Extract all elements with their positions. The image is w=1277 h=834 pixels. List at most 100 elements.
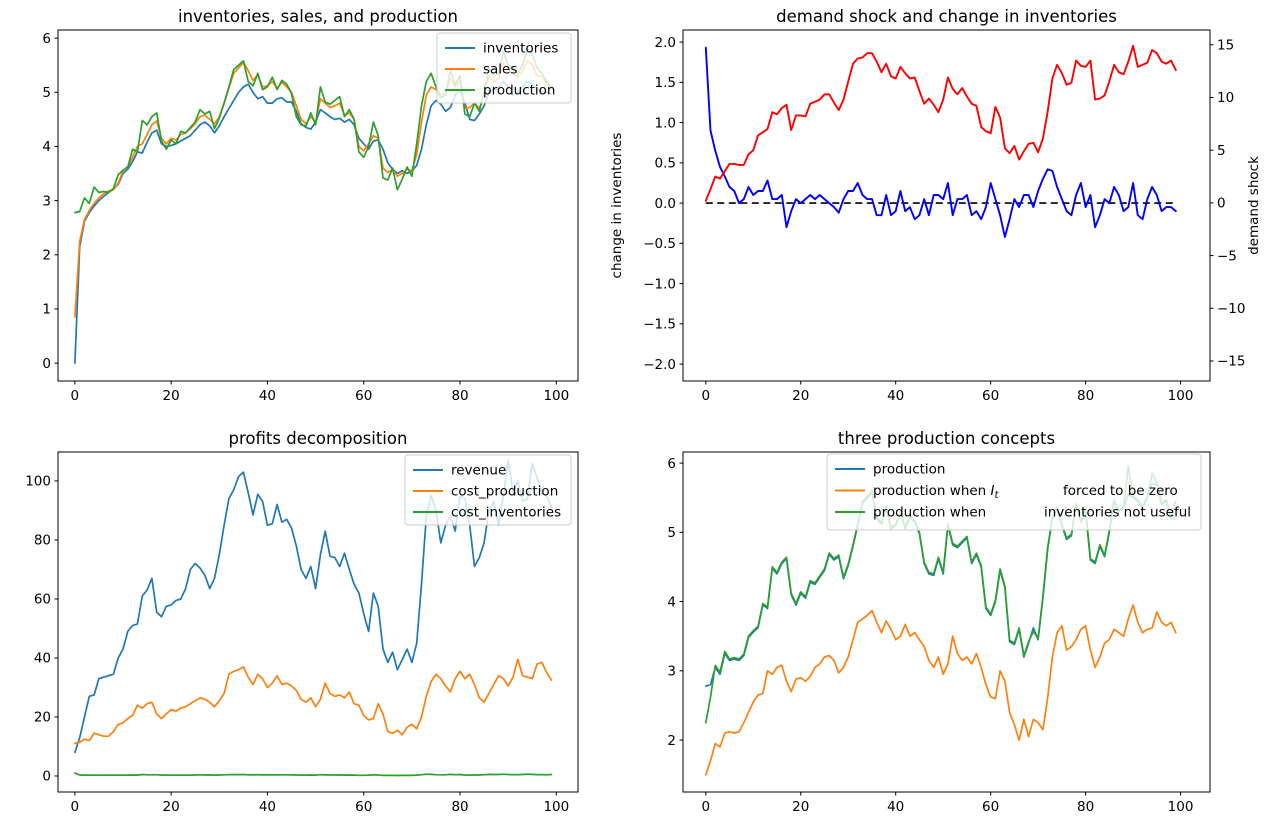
x-tick-label: 20 (792, 799, 809, 815)
y-tick-label: 1 (42, 302, 51, 318)
legend-label: sales (483, 62, 517, 78)
y-tick-label: 40 (34, 651, 51, 667)
legend-label: cost_inventories (451, 505, 561, 521)
y-tick-label: 20 (34, 710, 51, 726)
x-tick-label: 100 (1168, 388, 1194, 404)
y-tick-label: 1.0 (655, 115, 676, 131)
y-tick-label-right: 5 (1217, 143, 1226, 159)
x-tick-label: 80 (1077, 799, 1094, 815)
x-tick-label: 0 (701, 388, 710, 404)
legend: production production when It forced to be… (826, 453, 1202, 531)
y-tick-label: −2.0 (643, 357, 676, 373)
x-tick-label: 60 (982, 799, 999, 815)
legend-label: inventories (483, 41, 558, 57)
line-production-when-inventories-not-useful (704, 465, 1177, 724)
x-tick-label: 100 (543, 388, 569, 404)
line-revenue (74, 459, 553, 754)
subplot-profits-decomposition: 0 20 40 60 80 100 0 20 40 60 80 100 profits decompos… (25, 429, 579, 815)
subplot-inventories-sales-production: 0 20 40 60 80 100 0 1 2 3 4 5 6 inventories, sales, a… (42, 7, 579, 404)
y-tick-label: 80 (34, 533, 51, 549)
legend-label: production (483, 83, 556, 99)
y-tick-label: 0 (42, 356, 51, 372)
x-tick-label: 40 (887, 799, 904, 815)
chart-title: profits decomposition (229, 429, 408, 448)
x-tick-label: 0 (71, 388, 80, 404)
x-tick-label: 40 (259, 799, 276, 815)
x-tick-label: 20 (163, 388, 180, 404)
y-tick-label: 4 (42, 139, 51, 155)
y-tick-label: 4 (667, 594, 676, 610)
y-tick-label: 5 (42, 85, 51, 101)
legend-label: production when inventories not useful (873, 505, 1191, 521)
x-tick-label: 100 (543, 799, 569, 815)
x-tick-label: 60 (355, 388, 372, 404)
x-tick-label: 0 (701, 799, 710, 815)
axes-frame (57, 451, 579, 793)
y-tick-label: −0.5 (643, 236, 676, 252)
y-tick-label: 2 (42, 247, 51, 263)
legend: inventories sales production (436, 32, 572, 104)
line-change-in-inventories (704, 46, 1177, 238)
x-tick-label: 60 (355, 799, 372, 815)
y-tick-label: 2 (667, 733, 676, 749)
y-tick-label-right: 15 (1217, 37, 1234, 53)
plot-area (74, 459, 553, 777)
y-tick-label: 2.0 (655, 35, 676, 51)
y-tick-label-right: 10 (1217, 90, 1234, 106)
y-tick-label: 6 (667, 456, 676, 472)
axes-frame (682, 29, 1211, 382)
line-cost-production (74, 658, 553, 745)
y-tick-label-right: −15 (1217, 354, 1246, 370)
y-tick-label: −1.5 (643, 317, 676, 333)
subplot-three-production-concepts: 0 20 40 60 80 100 2 3 4 5 6 three production concep… (667, 429, 1211, 815)
y-tick-label: 100 (25, 474, 51, 490)
y-tick-label: 1.5 (655, 75, 676, 91)
plot-area (704, 465, 1177, 776)
chart-title: inventories, sales, and production (178, 7, 458, 26)
y-tick-label: −1.0 (643, 276, 676, 292)
axes-frame (57, 29, 579, 382)
y-axis-label-right: demand shock (1246, 156, 1262, 255)
subplot-demand-shock-and-change-in-inventories: 0 20 40 60 80 100−2.0−1.5−1.0−0.50.00.51.01.5… (609, 7, 1262, 404)
x-tick-label: 80 (1077, 388, 1094, 404)
x-tick-label: 40 (259, 388, 276, 404)
line-inventories (74, 80, 553, 364)
y-tick-label: 0 (42, 769, 51, 785)
x-tick-label: 60 (982, 388, 999, 404)
y-tick-label: 5 (667, 525, 676, 541)
y-axis-label: change in inventories (609, 133, 625, 279)
x-tick-label: 100 (1168, 799, 1194, 815)
line-production-when-it-forced-to-be-zero (704, 604, 1177, 776)
y-tick-label: 3 (42, 193, 51, 209)
plot-area (74, 48, 553, 364)
line-production (74, 48, 553, 214)
legend-label: production when It forced to be zero (873, 483, 1178, 501)
y-tick-label: 60 (34, 592, 51, 608)
legend-label: cost_production (451, 484, 558, 500)
x-tick-label: 20 (792, 388, 809, 404)
x-tick-label: 20 (163, 799, 180, 815)
x-tick-label: 80 (451, 799, 468, 815)
x-tick-label: 0 (71, 799, 80, 815)
y-tick-label: 0.5 (655, 156, 676, 172)
x-tick-label: 40 (887, 388, 904, 404)
y-tick-label: 0.0 (655, 196, 676, 212)
y-tick-label-right: 0 (1217, 196, 1226, 212)
legend-label: production (873, 462, 946, 478)
legend: revenue cost_production cost_inventories (404, 454, 572, 526)
chart-title: three production concepts (838, 429, 1055, 448)
y-tick-label-right: −5 (1217, 248, 1237, 264)
y-tick-label: 3 (667, 664, 676, 680)
plot-area (704, 44, 1177, 238)
chart-title: demand shock and change in inventories (776, 7, 1117, 26)
legend-frame (826, 453, 1202, 531)
line-cost-inventories (74, 772, 553, 777)
y-tick-label-right: −10 (1217, 301, 1246, 317)
line-demand-shock (704, 44, 1177, 202)
y-tick-label: 6 (42, 31, 51, 47)
x-tick-label: 80 (451, 388, 468, 404)
legend-frame (436, 32, 572, 104)
legend-frame (404, 454, 572, 526)
